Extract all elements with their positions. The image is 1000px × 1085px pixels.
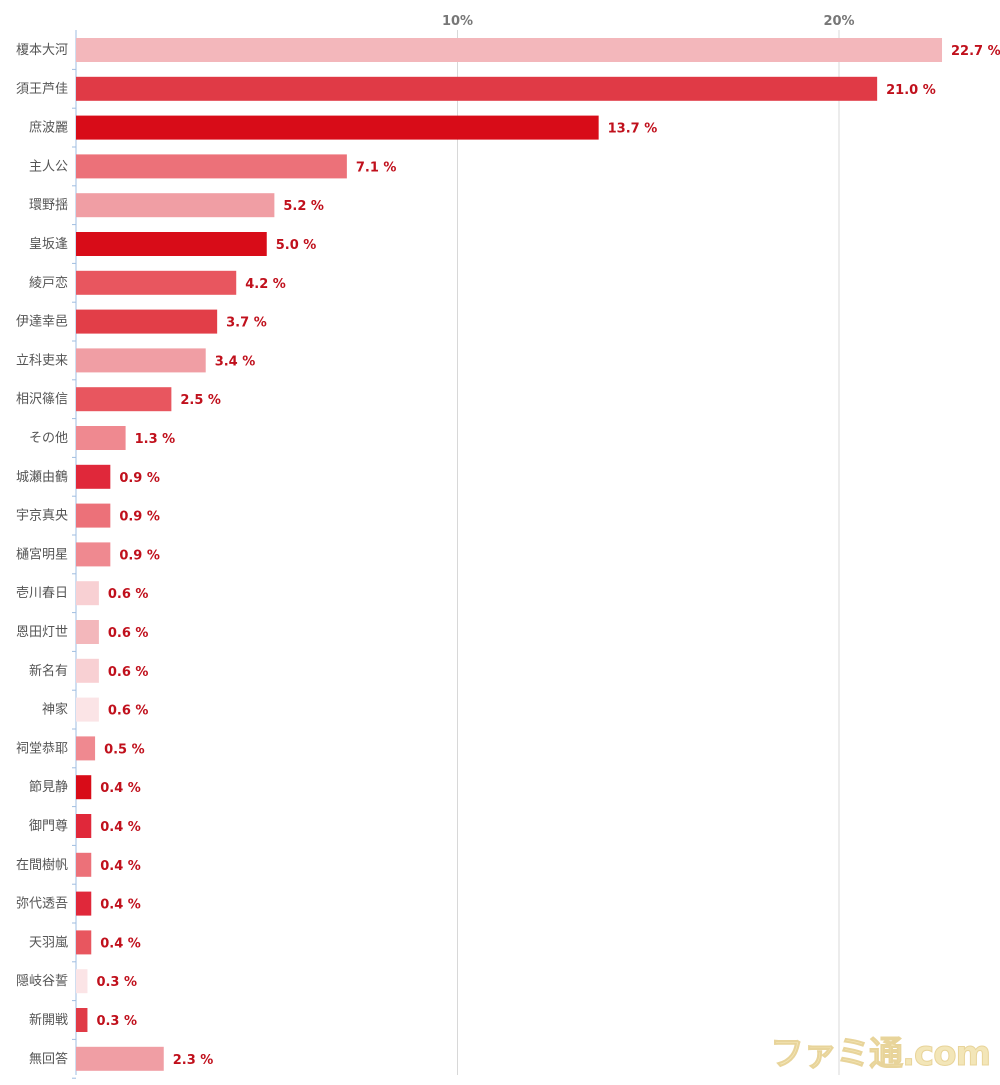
value-label: 0.6 % [108,626,149,641]
category-label: 城瀬由鶴 [16,469,68,485]
category-label: 御門尊 [29,818,68,834]
bar [76,581,99,606]
bar [76,697,99,722]
category-label: 天羽嵐 [29,935,68,950]
bar [76,814,92,838]
category-label: 節見静 [29,780,68,795]
bar [76,309,218,334]
value-label: 4.2 % [245,277,286,292]
value-label: 0.4 % [100,898,141,913]
bar [76,658,99,683]
bar [76,387,172,412]
value-label: 2.5 % [180,393,221,408]
value-label: 5.2 % [283,199,324,214]
category-label: 相沢篠信 [16,392,68,407]
category-label: 主人公 [29,159,68,174]
bar [76,930,92,955]
value-label: 0.3 % [96,975,137,990]
category-label: 伊達幸邑 [16,315,68,330]
category-label: 新名有 [29,663,68,679]
category-label: 無回答 [29,1051,68,1067]
bar [76,76,878,101]
bar [76,193,275,218]
value-label: 0.4 % [100,781,141,796]
bar [76,1008,88,1032]
category-label: 庶波麗 [29,120,68,136]
category-label: 恩田灯世 [16,625,68,640]
value-label: 0.5 % [104,742,145,757]
bar [76,969,88,994]
value-label: 0.6 % [108,704,149,719]
label-layer: 10% 20% 榎本大河 22.7 % 須王芦佳 21.0 % 庶波麗 13.7 % 主人公 7.… [16,14,1000,1068]
category-label: 隠岐谷誓 [16,974,68,989]
value-label: 13.7 % [608,122,658,137]
bar [76,232,267,256]
category-label: 神家 [42,702,68,718]
value-label: 0.4 % [100,820,141,835]
bar [76,852,92,877]
value-label: 3.7 % [226,316,267,331]
value-label: 3.4 % [215,354,256,369]
bar [76,154,347,179]
x-tick-label: 10% [442,14,473,29]
bar [76,464,111,489]
bar [76,620,99,644]
value-label: 5.0 % [276,238,317,253]
bar [76,270,237,295]
category-label: 綾戸恋 [29,275,68,291]
bar [76,1046,164,1071]
value-label: 21.0 % [886,83,936,98]
bar [76,542,111,567]
value-label: 22.7 % [951,44,1000,59]
category-label: 壱川春日 [16,586,68,601]
value-label: 2.3 % [173,1053,214,1068]
value-label: 0.9 % [119,471,160,486]
category-label: 須王芦佳 [16,82,68,97]
bar [76,891,92,916]
value-label: 7.1 % [356,160,397,175]
value-label: 1.3 % [135,432,176,447]
category-label: 立科吏来 [16,352,68,368]
category-label: 弥代透吾 [16,896,68,912]
bar [76,348,206,373]
value-label: 0.4 % [100,936,141,951]
category-label: 在間樹帆 [16,858,68,873]
category-label: 宇京真央 [16,509,68,524]
category-label: 環野揺 [29,198,68,213]
bar-layer [76,38,943,1071]
bar [76,503,111,528]
value-label: 0.4 % [100,859,141,874]
bar [76,426,126,450]
x-tick-label: 20% [823,14,854,29]
category-label: 皇坂逢 [29,237,68,252]
famitsu-watermark: ファミ通.com [770,1034,992,1075]
category-label: その他 [29,431,68,446]
category-label: 樋宮明星 [16,546,68,562]
value-label: 0.9 % [119,510,160,525]
value-label: 0.3 % [96,1014,137,1029]
value-label: 0.9 % [119,548,160,563]
bar [76,115,599,140]
bar [76,38,943,62]
category-label: 新開戦 [29,1012,68,1028]
value-label: 0.6 % [108,587,149,602]
category-label: 榎本大河 [16,43,68,58]
value-label: 0.6 % [108,665,149,680]
category-label: 祠堂恭耶 [16,741,68,756]
grid-layer [72,30,840,1079]
bar [76,775,92,800]
bar [76,736,96,761]
